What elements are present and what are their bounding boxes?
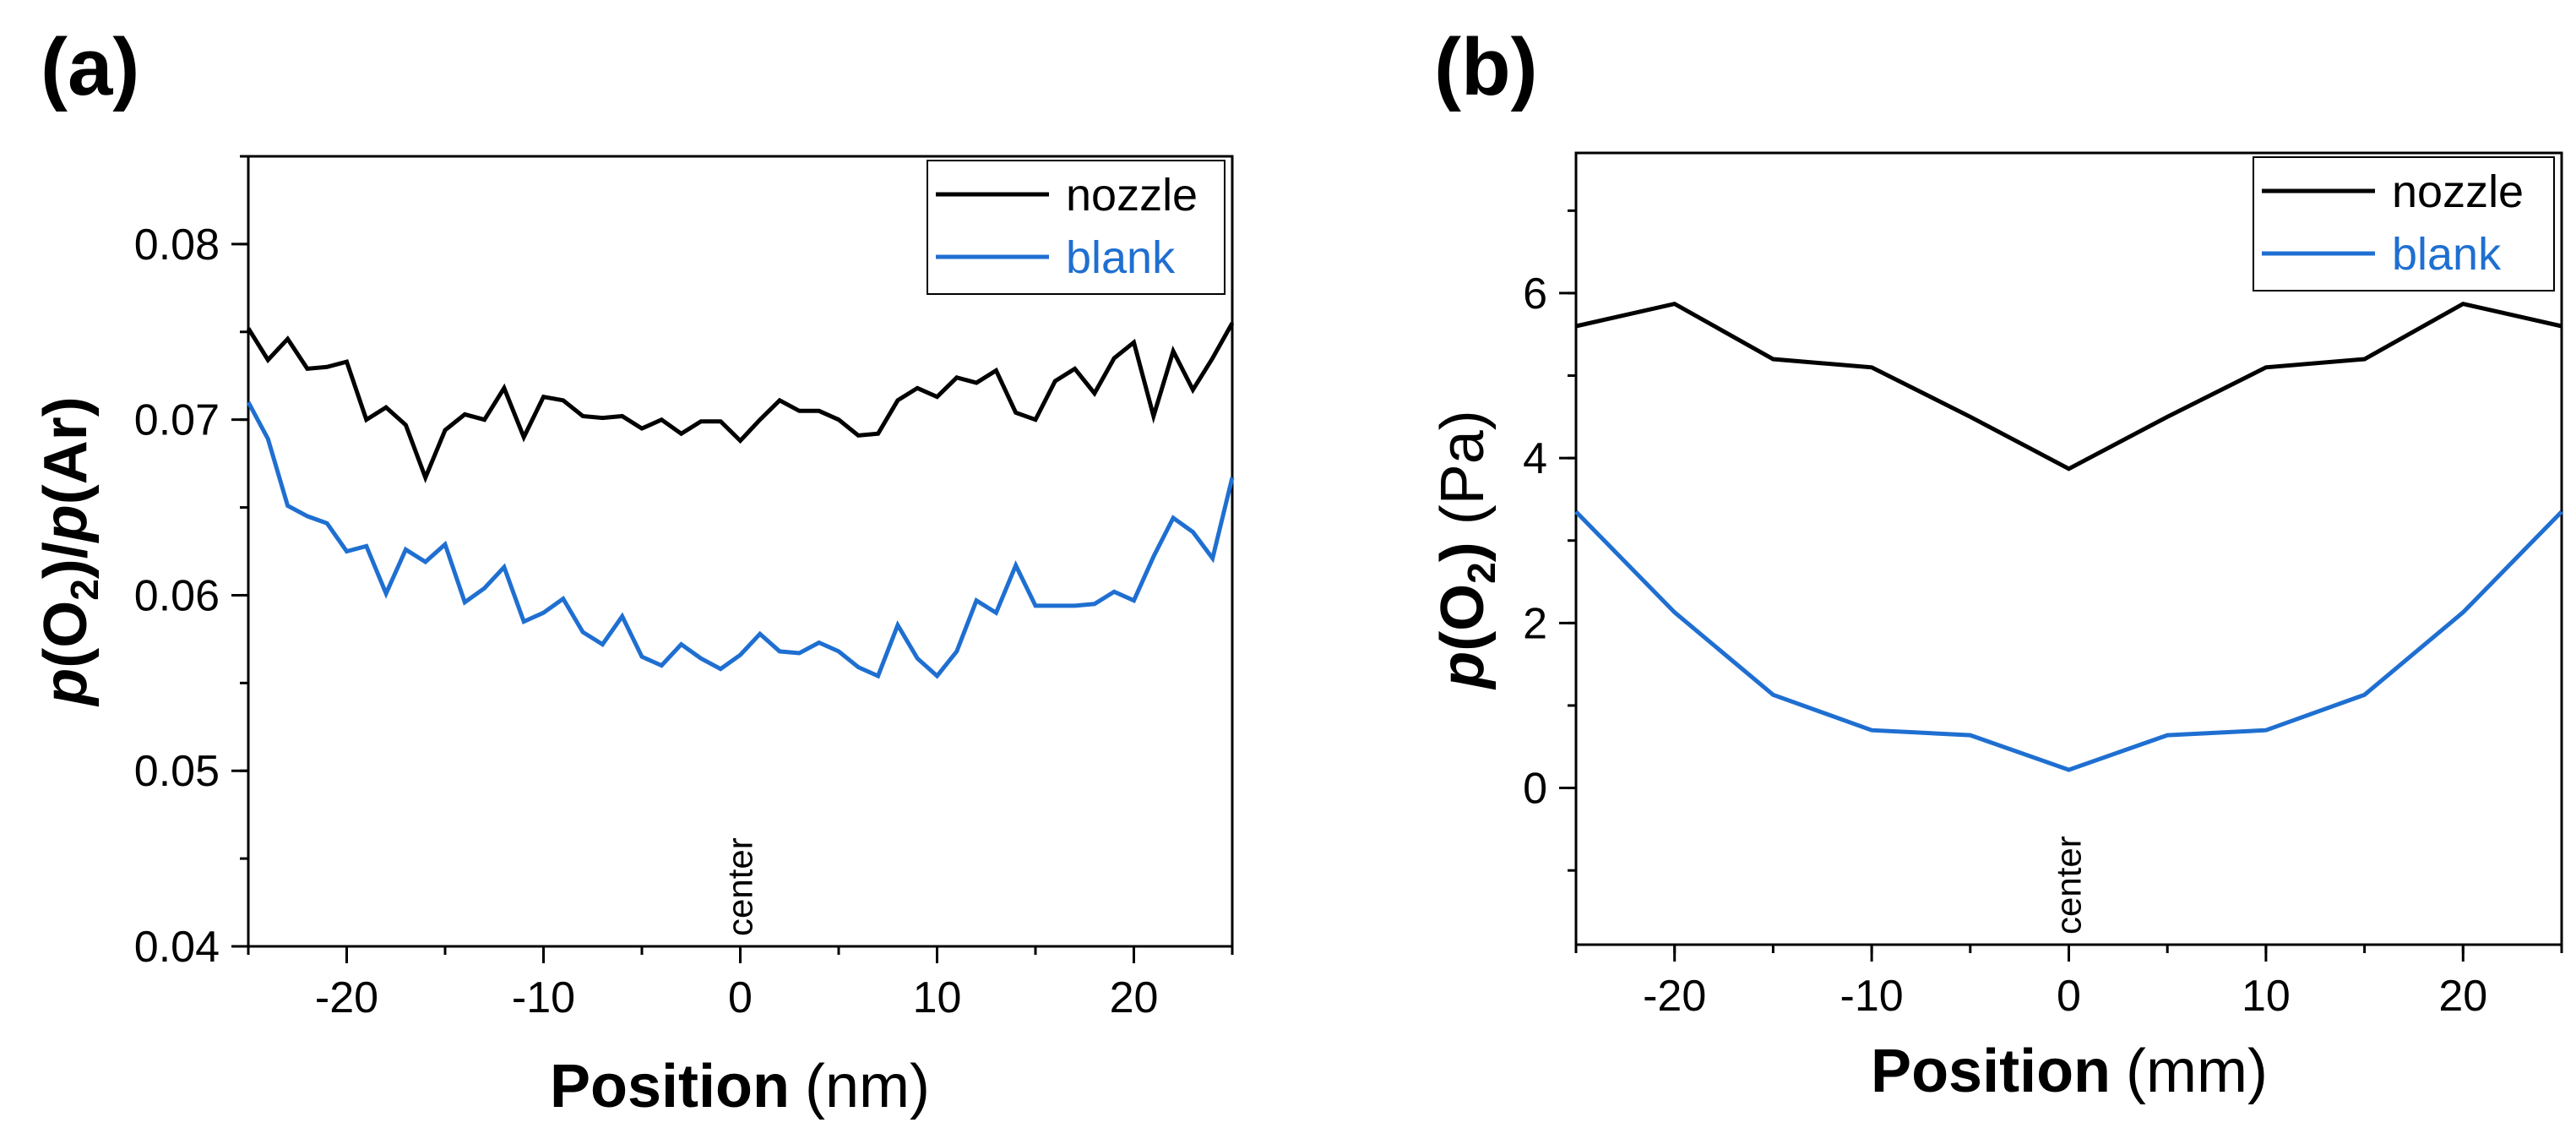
panel-a-xtick-label: -20 <box>315 973 378 1022</box>
panel-b-label: (b) <box>1434 22 1538 112</box>
panel-b-ytick-label: 6 <box>1523 270 1547 319</box>
panel-a-ytick-label: 0.07 <box>134 396 220 445</box>
panel-b-ytick-label: 4 <box>1523 434 1547 483</box>
panel-a-xtick-label: 20 <box>1110 973 1159 1022</box>
panel-a-nozzle-line <box>246 322 1235 484</box>
panel-b-blank-line <box>1574 510 2563 772</box>
panel-a-y-axis-title: p(O2)/p(Ar) <box>32 396 106 707</box>
panel-a-ytick-label: 0.04 <box>134 923 220 972</box>
panel-a-ticks <box>231 155 1234 963</box>
panel-a-legend-box <box>927 160 1226 295</box>
panel-a-ytick-label: 0.06 <box>134 571 220 620</box>
panel-a-center-annotation: center <box>720 837 760 936</box>
panel-a: (a) -20 -10 0 10 20 0.04 0.05 0.06 0.07 … <box>32 22 1235 1120</box>
panel-b-tick-labels: -20 -10 0 10 20 0 2 4 6 <box>1523 270 2487 1021</box>
panel-a-x-axis-title: Position (nm) <box>550 1053 930 1120</box>
panel-b-xtick-label: -10 <box>1840 972 1904 1021</box>
panel-b-ytick-label: 0 <box>1523 765 1547 814</box>
panel-b-xtick-label: 0 <box>2057 972 2081 1021</box>
panel-b-nozzle-line <box>1575 301 2562 471</box>
panel-b-center-annotation: center <box>2049 836 2089 935</box>
panel-a-legend-label-nozzle: nozzle <box>1066 170 1198 221</box>
panel-b-ytick-label: 2 <box>1523 599 1547 648</box>
panel-b-xtick-label: 20 <box>2438 972 2487 1021</box>
panel-b-legend-label-nozzle: nozzle <box>2392 166 2524 217</box>
panel-b-ticks <box>1559 209 2563 962</box>
panel-a-legend-label-blank: blank <box>1066 232 1176 283</box>
panel-a-xtick-label: -10 <box>512 973 575 1022</box>
panel-b: (b) -20 -10 0 10 20 0 2 4 6 center nozzl… <box>1429 22 2563 1105</box>
panel-b-xtick-label: -20 <box>1643 972 1706 1021</box>
panel-a-legend: nozzle blank <box>927 160 1226 295</box>
panel-b-legend-box <box>2253 156 2555 292</box>
panel-a-ytick-label: 0.05 <box>134 747 220 796</box>
panel-b-x-axis-title: Position (mm) <box>1871 1038 2268 1105</box>
panel-b-legend: nozzle blank <box>2253 156 2555 292</box>
panel-a-blank-line <box>246 401 1235 679</box>
panel-a-xtick-label: 10 <box>913 973 962 1022</box>
panel-a-tick-labels: -20 -10 0 10 20 0.04 0.05 0.06 0.07 0.08 <box>134 221 1159 1022</box>
panel-a-ytick-label: 0.08 <box>134 221 220 270</box>
panel-b-xtick-label: 10 <box>2242 972 2291 1021</box>
panel-b-legend-label-blank: blank <box>2392 229 2502 280</box>
panel-a-label: (a) <box>41 22 139 112</box>
panel-b-y-axis-title: p(O2) (Pa) <box>1429 410 1503 690</box>
panel-a-xtick-label: 0 <box>728 973 753 1022</box>
